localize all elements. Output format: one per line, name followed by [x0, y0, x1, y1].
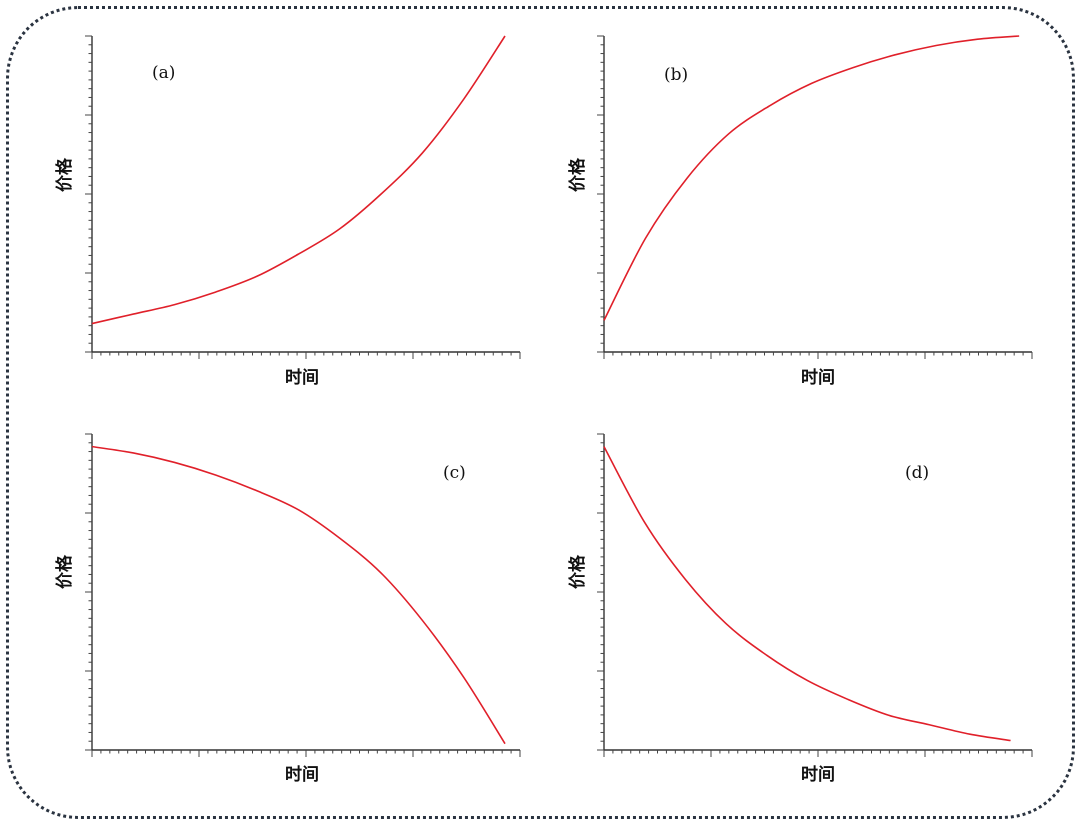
panel-label-d: (d) — [905, 463, 929, 483]
chart-panel-b: (b) 价格 时间 — [567, 35, 1033, 388]
chart-panel-c: (c) 价格 时间 — [54, 433, 521, 785]
x-axis-label-a: 时间 — [285, 367, 319, 388]
axes-c — [85, 433, 521, 757]
x-axis-label-d: 时间 — [801, 764, 835, 785]
x-axis-label-c: 时间 — [285, 764, 319, 785]
series-line-d — [603, 446, 1011, 742]
panel-label-b: (b) — [664, 65, 688, 85]
panel-label-a: (a) — [152, 63, 175, 83]
y-axis-label-b: 价格 — [567, 157, 588, 192]
y-axis-label-d: 价格 — [567, 554, 588, 589]
series-line-a — [91, 35, 506, 325]
y-axis-label-c: 价格 — [54, 554, 75, 589]
y-axis-label-a: 价格 — [54, 157, 75, 192]
axes-d — [597, 433, 1033, 757]
panel-label-c: (c) — [443, 463, 466, 483]
series-line-b — [603, 35, 1020, 321]
axes-a — [85, 35, 521, 359]
chart-panel-a: (a) 价格 时间 — [54, 35, 521, 388]
x-axis-label-b: 时间 — [801, 367, 835, 388]
dotted-frame — [6, 6, 1075, 819]
series-line-c — [91, 445, 506, 745]
chart-panel-d: (d) 价格 时间 — [567, 433, 1033, 785]
axes-b — [597, 35, 1033, 359]
